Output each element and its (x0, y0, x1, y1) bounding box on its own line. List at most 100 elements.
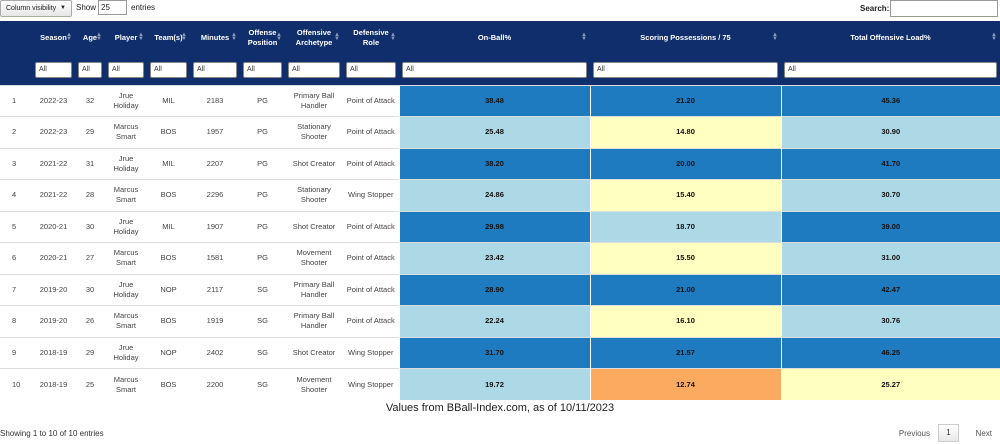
filter-cell-team: All (147, 55, 190, 85)
filter-cell-minutes: All (190, 55, 240, 85)
cell-age: 31 (75, 147, 105, 180)
page-length-select[interactable]: 25 (98, 0, 127, 15)
cell-scoring: 21.20 (589, 84, 781, 117)
caret-down-icon: ▼ (60, 5, 66, 11)
column-header-label: On-Ball% (477, 33, 512, 42)
cell-age: 29 (75, 116, 105, 148)
cell-archetype: Primary Ball Handler (285, 84, 343, 117)
column-header-label: Minutes (200, 33, 230, 42)
cell-idx: 6 (0, 242, 32, 274)
filter-cell-role: All (343, 55, 399, 85)
cell-idx: 7 (0, 273, 32, 306)
filter-input-onball[interactable]: All (402, 61, 587, 78)
cell-position: PG (240, 147, 285, 180)
cell-position: SG (240, 305, 285, 337)
cell-minutes: 2117 (190, 273, 240, 306)
table-info: Showing 1 to 10 of 10 entries (0, 429, 104, 438)
previous-button[interactable]: Previous (898, 429, 930, 438)
column-header-label: Offensive Archetype (295, 28, 333, 47)
cell-minutes: 1907 (190, 210, 240, 243)
cell-minutes: 1919 (190, 305, 240, 337)
table-row: 7 2019-20 30 Jrue Holiday NOP 2117 SG Primary B… (0, 273, 1000, 306)
cell-idx: 8 (0, 305, 32, 337)
column-visibility-button[interactable]: Column visibility ▼ (0, 0, 72, 17)
cell-season: 2019-20 (32, 305, 75, 337)
sort-icon: ▲ ▼ (96, 32, 102, 42)
filter-input-load[interactable]: All (784, 61, 997, 78)
source-caption: Values from BBall-Index.com, as of 10/11… (385, 402, 615, 414)
cell-season: 2018-19 (32, 368, 75, 400)
search-input[interactable] (890, 0, 998, 17)
column-header-position[interactable]: Offense Position ▲ ▼ (240, 21, 285, 55)
cell-archetype: Shot Creator (285, 147, 343, 180)
cell-archetype: Movement Shooter (285, 242, 343, 274)
cell-minutes: 2183 (190, 84, 240, 117)
column-header-scoring[interactable]: Scoring Possessions / 75 ▲ ▼ (590, 21, 781, 55)
filter-input-team[interactable]: All (150, 61, 187, 78)
cell-team: MIL (147, 210, 190, 243)
cell-age: 29 (75, 336, 105, 369)
filter-input-position[interactable]: All (243, 61, 282, 78)
cell-team: NOP (147, 336, 190, 369)
filter-input-player[interactable]: All (108, 61, 144, 78)
cell-position: PG (240, 242, 285, 274)
cell-season: 2022-23 (32, 84, 75, 117)
column-header-player[interactable]: Player ▲ ▼ (105, 21, 147, 55)
filter-cell-age: All (75, 55, 105, 85)
next-button[interactable]: Next (975, 429, 992, 438)
table-row: 6 2020-21 27 Marcus Smart BOS 1581 PG Movement … (0, 242, 1000, 274)
cell-idx: 5 (0, 210, 32, 243)
column-header-role[interactable]: Defensive Role ▲ ▼ (343, 21, 399, 55)
cell-player: Marcus Smart (105, 116, 147, 148)
cell-age: 32 (75, 84, 105, 117)
column-header-minutes[interactable]: Minutes ▲ ▼ (190, 21, 240, 55)
column-header-label: Scoring Possessions / 75 (640, 33, 731, 42)
column-header-label: Defensive Role (353, 28, 389, 47)
cell-age: 30 (75, 210, 105, 243)
cell-player: Jrue Holiday (105, 84, 147, 117)
column-header-load[interactable]: Total Offensive Load% ▲ ▼ (781, 21, 1000, 55)
cell-idx: 2 (0, 116, 32, 148)
filter-input-role[interactable]: All (346, 61, 396, 78)
filter-cell-archetype: All (285, 55, 343, 85)
filter-input-season[interactable]: All (35, 61, 72, 78)
page-1-button[interactable]: 1 (938, 424, 959, 442)
column-header-onball[interactable]: On-Ball% ▲ ▼ (399, 21, 590, 55)
column-header-season[interactable]: Season ▲ ▼ (32, 21, 75, 55)
cell-position: PG (240, 179, 285, 211)
cell-onball: 25.48 (398, 116, 590, 148)
sort-icon: ▲ ▼ (991, 32, 997, 42)
sort-icon: ▲ ▼ (66, 32, 72, 42)
filter-input-archetype[interactable]: All (288, 61, 340, 78)
column-header-team[interactable]: Team(s) ▲ ▼ (147, 21, 190, 55)
cell-team: NOP (147, 273, 190, 306)
cell-role: Point of Attack (343, 210, 399, 243)
cell-position: SG (240, 273, 285, 306)
cell-load: 31.00 (780, 242, 1000, 274)
cell-role: Wing Stopper (343, 368, 399, 400)
filter-input-minutes[interactable]: All (193, 61, 237, 78)
show-label: Show (76, 3, 97, 12)
filter-cell-scoring: All (590, 55, 781, 85)
column-header-label: Age (82, 33, 98, 42)
filter-input-age[interactable]: All (78, 61, 102, 78)
cell-onball: 38.48 (398, 84, 590, 117)
cell-position: SG (240, 368, 285, 400)
cell-idx: 3 (0, 147, 32, 180)
cell-role: Point of Attack (343, 147, 399, 180)
cell-minutes: 1957 (190, 116, 240, 148)
cell-player: Jrue Holiday (105, 147, 147, 180)
column-header-archetype[interactable]: Offensive Archetype ▲ ▼ (285, 21, 343, 55)
column-header-label: Offense Position (247, 28, 278, 47)
column-visibility-label: Column visibility (6, 5, 57, 12)
cell-player: Jrue Holiday (105, 336, 147, 369)
cell-team: MIL (147, 147, 190, 180)
cell-onball: 24.86 (398, 179, 590, 211)
cell-scoring: 14.80 (589, 116, 781, 148)
column-header-label: Total Offensive Load% (850, 33, 931, 42)
table-row: 5 2020-21 30 Jrue Holiday MIL 1907 PG Shot Crea… (0, 210, 1000, 243)
column-header-age[interactable]: Age ▲ ▼ (75, 21, 105, 55)
cell-age: 30 (75, 273, 105, 306)
filter-input-scoring[interactable]: All (593, 61, 778, 78)
cell-player: Marcus Smart (105, 179, 147, 211)
